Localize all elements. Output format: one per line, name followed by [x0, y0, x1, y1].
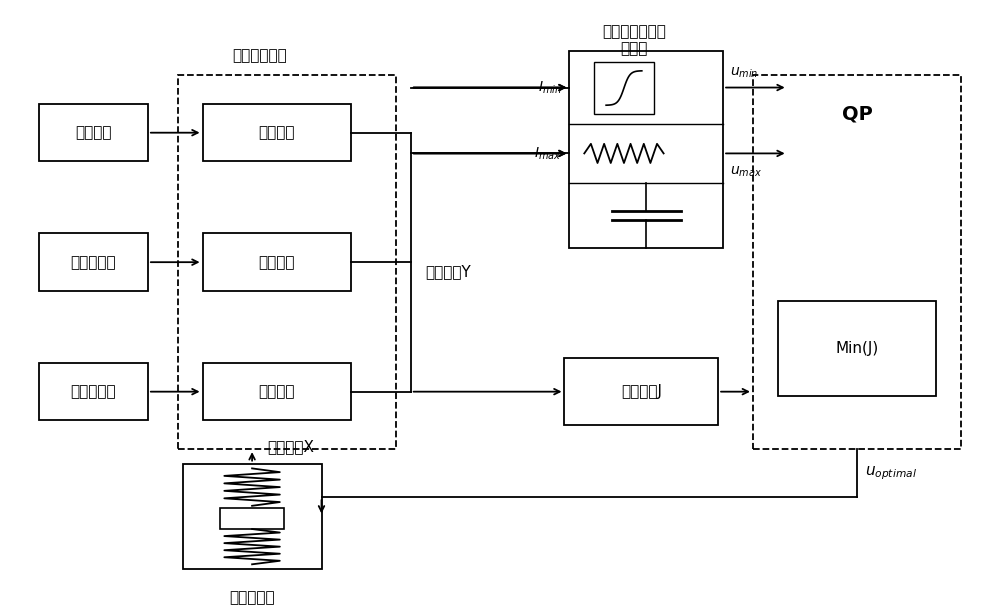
Text: 悬架执行器: 悬架执行器: [229, 590, 275, 605]
Bar: [39, 233, 148, 291]
Bar: [183, 463, 322, 569]
Text: 垂向模型: 垂向模型: [259, 125, 295, 140]
Text: 横向模型: 横向模型: [259, 255, 295, 270]
Text: 横向加速度: 横向加速度: [71, 255, 116, 270]
Text: 输出变量Y: 输出变量Y: [426, 264, 471, 280]
Bar: [753, 75, 961, 449]
Text: 纵向模型: 纵向模型: [259, 384, 295, 399]
Bar: [203, 104, 351, 161]
Text: 性模型: 性模型: [620, 41, 648, 56]
Text: 路面激励: 路面激励: [75, 125, 112, 140]
Text: 纵向加速度: 纵向加速度: [71, 384, 116, 399]
Bar: [178, 75, 396, 449]
Bar: [203, 363, 351, 420]
Text: 状态变量X: 状态变量X: [267, 439, 314, 454]
Text: 代价函数J: 代价函数J: [621, 384, 662, 399]
Bar: [594, 62, 654, 114]
Bar: [569, 51, 723, 248]
Bar: [564, 358, 718, 425]
Text: $I_{min}$: $I_{min}$: [538, 79, 561, 96]
Bar: [39, 363, 148, 420]
Text: QP: QP: [842, 104, 872, 123]
Text: $u_{optimal}$: $u_{optimal}$: [865, 465, 917, 482]
Bar: [39, 104, 148, 161]
Text: $u_{min}$: $u_{min}$: [730, 66, 759, 80]
Text: 悬架执行器非线: 悬架执行器非线: [602, 24, 666, 39]
Text: $u_{max}$: $u_{max}$: [730, 165, 762, 179]
Text: 整车耦合模型: 整车耦合模型: [232, 48, 287, 63]
Text: $I_{max}$: $I_{max}$: [534, 145, 561, 161]
Bar: [778, 301, 936, 396]
Text: Min(J): Min(J): [835, 341, 879, 356]
Bar: [220, 508, 284, 529]
Bar: [203, 233, 351, 291]
